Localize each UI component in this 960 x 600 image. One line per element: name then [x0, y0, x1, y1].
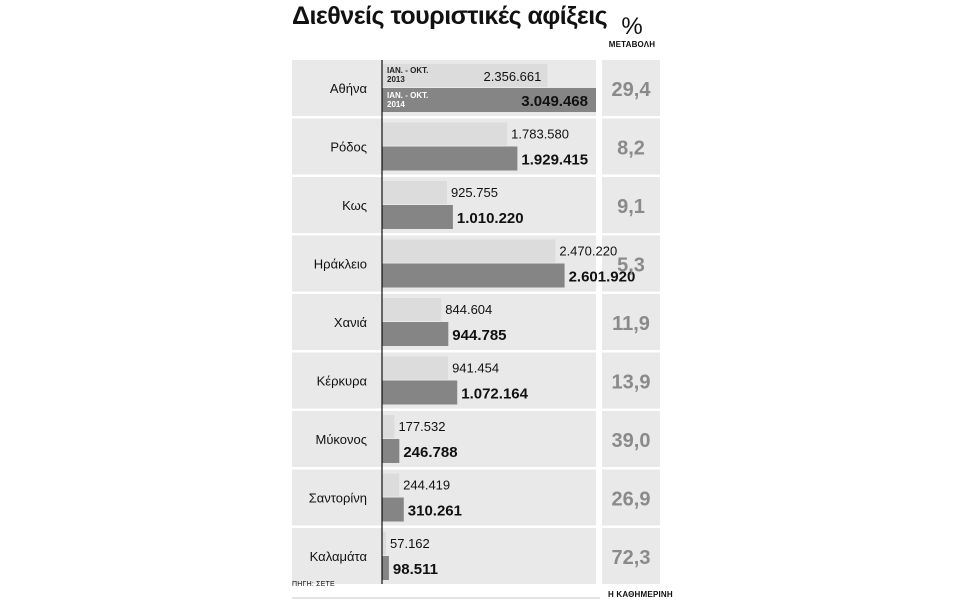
change-value: 5,3 [617, 255, 645, 277]
bar-2013 [382, 415, 395, 438]
category-label: Αθήνα [330, 81, 368, 96]
category-panel [292, 411, 596, 467]
bars [382, 64, 596, 580]
change-panel [602, 352, 660, 409]
axis-lines [292, 60, 600, 599]
change-value: 39,0 [612, 430, 651, 452]
value-label-2014: 1.072.164 [461, 386, 528, 403]
bar-2014 [382, 497, 404, 522]
value-label-2014: 2.601.920 [569, 269, 636, 286]
change-panel [602, 60, 660, 116]
bar-2013 [382, 532, 387, 555]
value-label-2013: 941.454 [452, 361, 499, 376]
change-panel [602, 177, 660, 233]
change-panel [602, 294, 660, 350]
category-label: Μύκονος [315, 432, 367, 447]
bar-2014 [382, 146, 518, 171]
value-label-2013: 177.532 [398, 419, 445, 434]
bar-2014 [382, 322, 449, 346]
bar-2014 [382, 88, 596, 112]
change-column-header: % ΜΕΤΑΒΟΛΗ [600, 13, 664, 50]
labels: Αθήνα 2.356.661 3.049.468 29,4 Ρόδος 1.783.58… [309, 69, 652, 578]
bar-2013 [382, 64, 548, 87]
legend-2014-line2: 2014 [387, 100, 405, 109]
change-value: 29,4 [612, 79, 652, 101]
value-label-2013: 244.419 [403, 478, 450, 493]
value-label-2014: 310.261 [408, 503, 462, 520]
change-value: 26,9 [612, 489, 651, 511]
value-label-2013: 57.162 [390, 536, 430, 551]
change-panel [602, 528, 660, 584]
bar-2013 [382, 181, 447, 204]
value-label-2013: 844.604 [445, 302, 492, 317]
change-value: 9,1 [617, 196, 645, 218]
bar-2013 [382, 122, 508, 146]
change-panel [602, 469, 660, 526]
bar-2013 [382, 356, 449, 380]
value-label-2014: 944.785 [452, 327, 506, 344]
value-label-2014: 3.049.468 [521, 93, 588, 110]
legend-2013-line2: 2013 [387, 75, 405, 84]
change-value: 13,9 [612, 372, 651, 394]
bar-2014 [382, 205, 453, 229]
value-label-2013: 925.755 [451, 185, 498, 200]
change-panel [602, 411, 660, 467]
bar-2013 [382, 239, 556, 263]
category-label: Κως [342, 198, 367, 213]
value-label-2013: 2.470.220 [559, 244, 617, 259]
bar-2014 [382, 380, 458, 405]
category-label: Καλαμάτα [310, 549, 368, 564]
value-label-2014: 1.010.220 [457, 210, 524, 227]
category-label: Κέρκυρα [317, 374, 368, 389]
bar-2014 [382, 556, 389, 580]
category-label: Χανιά [334, 315, 368, 330]
category-panel [292, 528, 596, 584]
change-value: 11,9 [612, 313, 650, 335]
change-value: 72,3 [612, 547, 651, 569]
value-label-2014: 246.788 [403, 444, 457, 461]
bar-2013 [382, 298, 442, 321]
category-label: Σαντορίνη [309, 491, 367, 506]
credit-note: Η ΚΑΘΗΜΕΡΙΝΗ [608, 590, 673, 599]
change-panel [602, 118, 660, 175]
source-note: ΠΗΓΗ: ΣΕΤΕ [292, 581, 335, 588]
value-label-2014: 1.929.415 [521, 152, 588, 169]
category-label: Ηράκλειο [314, 257, 367, 272]
change-column-label: ΜΕΤΑΒΟΛΗ [608, 40, 656, 49]
value-label-2013: 1.783.580 [511, 127, 569, 142]
value-label-2014: 98.511 [393, 561, 438, 578]
percent-symbol: % [621, 13, 643, 40]
bar-2014 [382, 263, 565, 288]
change-value: 8,2 [617, 138, 645, 160]
bar-2013 [382, 473, 400, 497]
category-panel [292, 469, 596, 526]
legend-2013-line1: ΙΑΝ. - ΟΚΤ. [387, 66, 428, 75]
value-label-2013: 2.356.661 [484, 69, 542, 84]
bar-2014 [382, 439, 400, 463]
legend-2014-line1: ΙΑΝ. - ΟΚΤ. [387, 91, 428, 100]
change-panel [602, 235, 660, 292]
chart-title: Διεθνείς τουριστικές αφίξεις [292, 2, 608, 30]
category-label: Ρόδος [330, 140, 367, 155]
